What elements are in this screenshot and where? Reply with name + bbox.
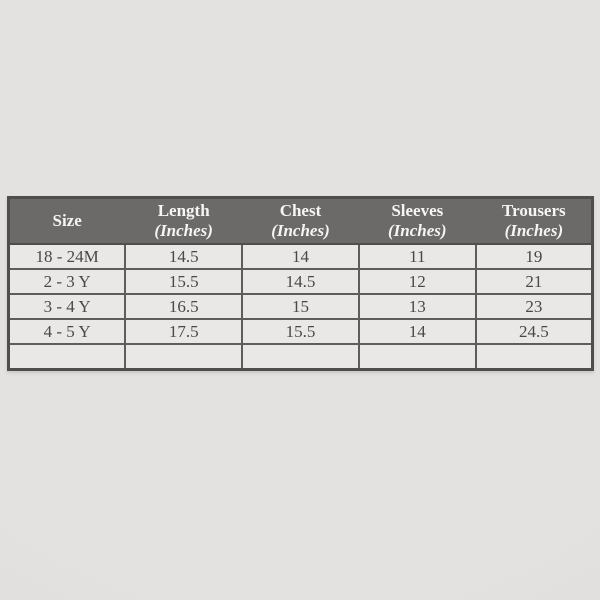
cell-chest: 14: [241, 243, 360, 270]
cell-trousers: 24.5: [474, 318, 594, 345]
column-header-trousers: Trousers (Inches): [474, 196, 594, 245]
column-label: Length: [157, 201, 210, 220]
cell-trousers: 19: [474, 243, 594, 270]
cell-length: 17.5: [124, 318, 244, 345]
table-row-empty: [7, 343, 594, 371]
cell-trousers: 23: [474, 293, 594, 320]
cell-chest: [241, 343, 360, 371]
cell-chest: 15.5: [241, 318, 360, 345]
cell-size: 2 - 3 Y: [7, 268, 127, 295]
column-label: Chest: [279, 201, 322, 220]
cell-sleeves: 13: [357, 293, 477, 320]
cell-size: [7, 343, 127, 371]
size-chart-header-row: Size Length (Inches) Chest (Inches) Sleeve…: [7, 196, 594, 245]
cell-length: 14.5: [124, 243, 244, 270]
column-unit: (Inches): [504, 221, 564, 240]
cell-chest: 14.5: [241, 268, 360, 295]
cell-sleeves: 12: [357, 268, 477, 295]
cell-size: 3 - 4 Y: [7, 293, 127, 320]
cell-length: 15.5: [124, 268, 244, 295]
cell-sleeves: 11: [357, 243, 477, 270]
table-row-4-5y: 4 - 5 Y 17.5 15.5 14 24.5: [7, 318, 594, 345]
column-header-sleeves: Sleeves (Inches): [357, 196, 477, 245]
cell-trousers: [474, 343, 594, 371]
cell-size: 4 - 5 Y: [7, 318, 127, 345]
column-unit: (Inches): [388, 221, 447, 240]
cell-sleeves: [357, 343, 477, 371]
column-unit: (Inches): [271, 221, 330, 240]
column-header-size: Size: [7, 196, 127, 245]
column-label: Sleeves: [391, 201, 444, 220]
cell-trousers: 21: [474, 268, 594, 295]
cell-size: 18 - 24M: [7, 243, 127, 270]
column-header-chest: Chest (Inches): [241, 196, 360, 245]
cell-chest: 15: [241, 293, 360, 320]
size-chart-table: Size Length (Inches) Chest (Inches) Sleeve…: [7, 196, 594, 371]
table-row-3-4y: 3 - 4 Y 16.5 15 13 23: [7, 293, 594, 320]
column-label: Trousers: [502, 201, 566, 220]
table-row-2-3y: 2 - 3 Y 15.5 14.5 12 21: [7, 268, 594, 295]
cell-length: 16.5: [124, 293, 244, 320]
cell-length: [124, 343, 244, 371]
column-unit: (Inches): [154, 221, 213, 240]
table-row-18-24m: 18 - 24M 14.5 14 11 19: [7, 243, 594, 270]
column-header-length: Length (Inches): [124, 196, 244, 245]
column-label: Size: [52, 211, 82, 230]
cell-sleeves: 14: [357, 318, 477, 345]
